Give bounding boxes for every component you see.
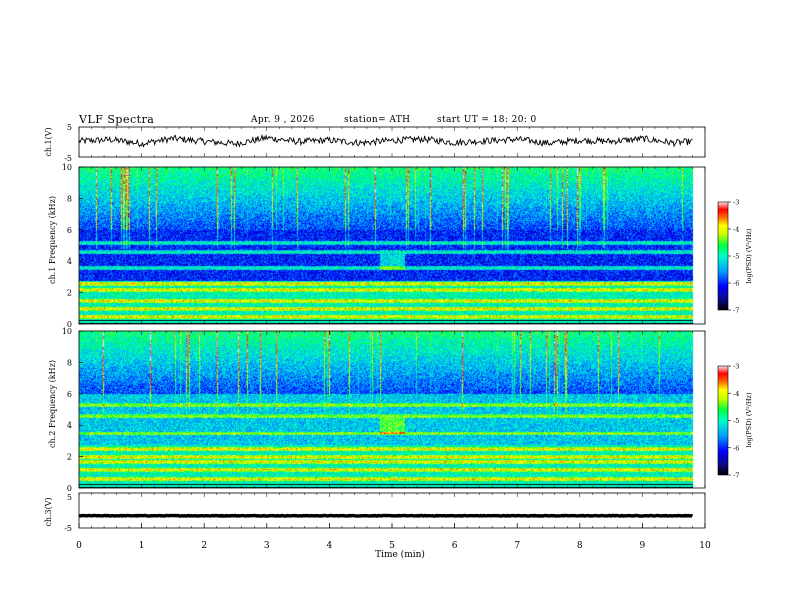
xtick-label: 10	[699, 541, 711, 551]
colorbar-tick-label: -6	[733, 444, 739, 452]
ch1-spectrogram-panel: 0 2 4 6 8 10 ch.1 Frequency (kHz)	[48, 163, 706, 329]
ch3-waveform-frame	[78, 492, 706, 529]
ytick-label: 2	[67, 453, 72, 462]
ch1-ytick-top: 5	[67, 123, 72, 132]
ytick-label: 0	[67, 320, 72, 329]
ytick-label: 4	[67, 421, 72, 430]
date-label: Apr. 9 , 2026	[251, 115, 315, 125]
ytick-label: 10	[62, 163, 72, 172]
ytick-label: 2	[67, 289, 72, 298]
ch2-spectrogram-ylabel: ch.2 Frequency (kHz)	[48, 360, 57, 448]
ch2-colorbar-gradient	[717, 365, 729, 476]
ch3-ytick-top: 5	[67, 493, 72, 502]
ch2-spectrogram-image	[79, 331, 705, 488]
colorbar-tick-label: -4	[733, 226, 739, 234]
colorbar-tick-label: -3	[733, 363, 739, 371]
xtick-label: 7	[514, 541, 520, 551]
ch1-colorbar: -3 -4 -5 -6 -7 log(PSD) (V²/Hz)	[717, 199, 753, 315]
ytick-label: 6	[67, 226, 72, 235]
ch1-waveform-panel: 5 -5 ch.1(V)	[44, 123, 706, 163]
xtick-label: 0	[76, 541, 82, 551]
ch3-waveform-line	[78, 513, 693, 518]
colorbar-tick-label: -5	[733, 417, 739, 425]
ch2-colorbar: -3 -4 -5 -6 -7 log(PSD) (V²/Hz)	[717, 363, 753, 480]
colorbar-tick-label: -5	[733, 253, 739, 261]
colorbar-tick-label: -3	[733, 199, 739, 207]
spec2-raster	[79, 331, 705, 488]
time-axis-label: Time (min)	[375, 549, 425, 560]
colorbar-tick-label: -4	[733, 390, 739, 398]
ch1-spectrogram-image	[79, 167, 705, 324]
xtick-label: 8	[577, 541, 583, 551]
ch1-waveform-line	[78, 133, 693, 148]
ch3-waveform-ylabel: ch.3(V)	[44, 497, 53, 526]
xtick-label: 2	[201, 541, 207, 551]
spec1-raster	[79, 167, 705, 324]
colorbar-tick-label: -7	[733, 472, 739, 480]
ytick-label: 8	[67, 194, 72, 203]
ch2-spectrogram-panel: 0 2 4 6 8 10 ch.2 Frequency (kHz)	[48, 327, 706, 493]
xtick-label: 3	[264, 541, 270, 551]
station-label: station= ATH	[344, 115, 411, 125]
ch1-spectrogram-ylabel: ch.1 Frequency (kHz)	[48, 196, 57, 284]
ch3-ytick-bottom: -5	[64, 524, 72, 533]
ytick-label: 8	[67, 358, 72, 367]
ch1-colorbar-gradient	[717, 201, 729, 311]
time-axis: 0 1 2 3 4 5 6 7 8 9 10	[76, 127, 711, 551]
xtick-label: 6	[452, 541, 458, 551]
ytick-label: 0	[67, 484, 72, 493]
xtick-label: 4	[327, 541, 333, 551]
xtick-label: 1	[139, 541, 145, 551]
xtick-label: 9	[640, 541, 646, 551]
ytick-label: 4	[67, 257, 72, 266]
ch1-waveform-ylabel: ch.1(V)	[44, 127, 53, 156]
ch1-colorbar-label: log(PSD) (V²/Hz)	[745, 228, 753, 283]
ytick-label: 10	[62, 327, 72, 336]
plot-title: VLF Spectra	[79, 113, 155, 126]
start-time-label: start UT = 18: 20: 0	[437, 115, 537, 125]
colorbar-tick-label: -6	[733, 280, 739, 288]
colorbar-tick-label: -7	[733, 307, 739, 315]
ch1-ytick-bottom: -5	[64, 154, 72, 163]
ch3-waveform-panel: 5 -5 ch.3(V)	[44, 492, 706, 533]
xtick-label: 5	[389, 541, 395, 551]
ch2-colorbar-label: log(PSD) (V²/Hz)	[745, 392, 753, 447]
ytick-label: 6	[67, 390, 72, 399]
